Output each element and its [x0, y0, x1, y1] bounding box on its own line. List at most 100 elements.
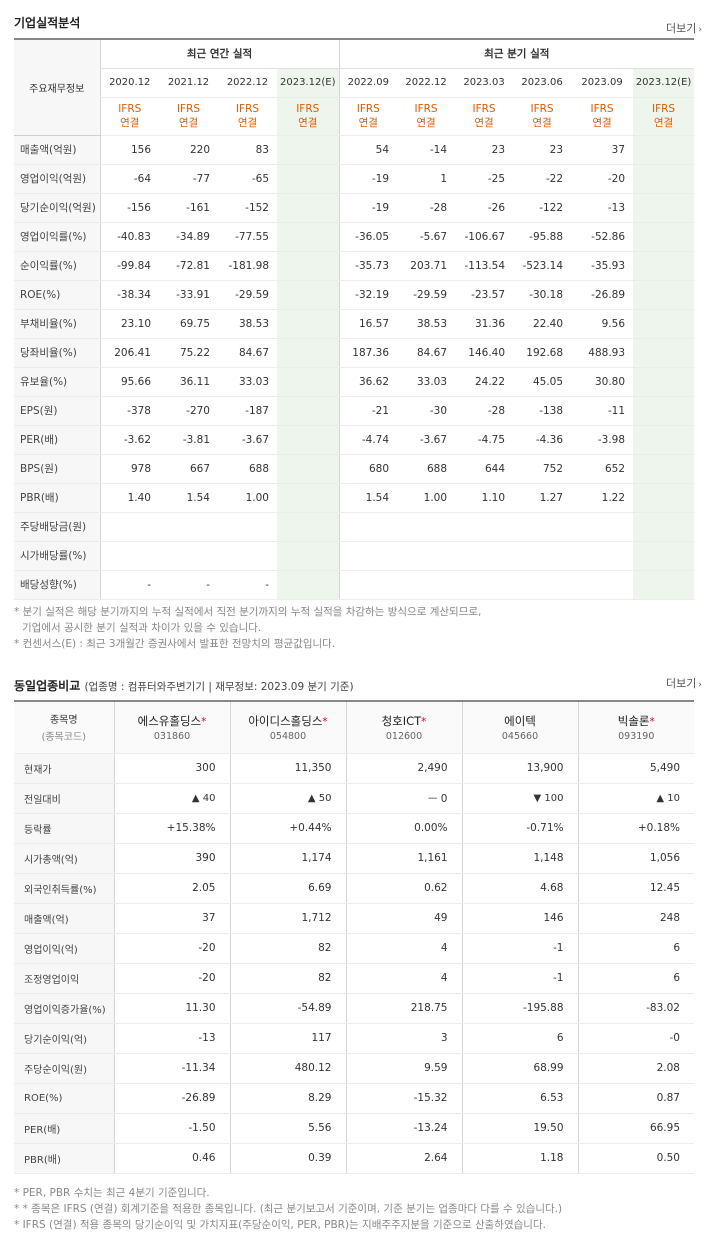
table-cell: 146: [461, 903, 578, 934]
table-cell: [455, 570, 514, 600]
table-cell: -4.36: [513, 425, 572, 455]
ifrs-label: IFRS: [118, 103, 142, 115]
table-row: 당기순이익(억) -13 117 3 6 -0: [14, 1023, 694, 1054]
more-link-performance[interactable]: 더보기 ›: [666, 20, 702, 36]
period-header: 2023.12(E): [633, 68, 695, 98]
table-cell: -195.88: [461, 993, 578, 1024]
company-header[interactable]: 에이텍 045660: [461, 701, 578, 754]
table-cell: 4.68: [461, 873, 578, 904]
table-cell: 13,900: [461, 753, 578, 784]
company-header[interactable]: 빅솔론* 093190: [577, 701, 694, 754]
table-cell: [633, 193, 695, 223]
ifrs-label: IFRS: [472, 103, 496, 115]
table-row: 부채비율(%) 23.10 69.75 38.53 16.57 38.53 31.36 22.…: [14, 308, 695, 339]
table-cell: 2.64: [345, 1143, 462, 1174]
table-cell: [99, 511, 159, 542]
ifrs-star-marker: *: [649, 715, 655, 728]
table-row: 당기순이익(억원) -156 -161 -152 -19 -28 -26 -122 -13: [14, 193, 695, 223]
table-cell: 688: [218, 454, 277, 484]
table-row: ROE(%) -38.34 -33.91 -29.59 -32.19 -29.59 -23.…: [14, 280, 695, 310]
row-label: ROE(%): [14, 1083, 114, 1114]
table-cell: -52.86: [571, 221, 634, 252]
table-cell: 187.36: [338, 338, 398, 368]
table-cell: -113.54: [455, 251, 514, 281]
table-cell: 23: [455, 135, 514, 165]
table-cell: [633, 511, 695, 542]
table-cell: 192.68: [513, 338, 572, 368]
table-cell: -65: [218, 164, 277, 194]
table-cell: -36.05: [338, 221, 398, 252]
table-cell: 4: [345, 963, 462, 994]
table-cell: ㅡ 0: [345, 783, 462, 814]
peer-title: 동일업종비교: [14, 679, 81, 693]
table-row: 배당성향(%) - - -: [14, 570, 695, 600]
table-cell: 33.03: [218, 367, 277, 397]
table-cell: 54: [338, 135, 398, 165]
period-header: 2022.12: [218, 68, 277, 98]
table-cell: -0.71%: [461, 813, 578, 844]
table-cell: 84.67: [397, 338, 456, 368]
table-cell: -5.67: [397, 221, 456, 252]
row-label: PER(배): [14, 1113, 114, 1144]
consolidated-label: 연결: [532, 117, 552, 129]
table-cell: -64: [99, 164, 159, 194]
table-cell: [277, 454, 340, 484]
table-cell: -23.57: [455, 280, 514, 310]
chevron-right-icon: ›: [698, 680, 702, 690]
company-header[interactable]: 에스유홀딩스* 031860: [113, 701, 230, 754]
company-name[interactable]: 아이디스홀딩스: [248, 713, 323, 728]
table-cell: 0.46: [113, 1143, 230, 1174]
table-cell: [277, 483, 340, 513]
table-cell: 1,712: [229, 903, 346, 934]
performance-notes: * 분기 실적은 해당 분기까지의 누적 실적에서 직전 분기까지의 누적 실적…: [14, 604, 481, 652]
table-cell: 36.62: [338, 367, 398, 397]
table-cell: -0: [577, 1023, 694, 1054]
row-label: 조정영업이익: [14, 963, 114, 994]
company-header[interactable]: 청호ICT* 012600: [345, 701, 462, 754]
company-code: 012600: [385, 730, 423, 742]
peer-subtitle: (업종명 : 컴퓨터와주변기기 | 재무정보: 2023.09 분기 기준): [84, 681, 354, 693]
company-header[interactable]: 아이디스홀딩스* 054800: [229, 701, 346, 754]
table-cell: -20: [571, 164, 634, 194]
row-label: 전일대비: [14, 783, 114, 814]
table-row: 전일대비 ▲ 40 ▲ 50 ㅡ 0 ▼ 100 ▲ 10: [14, 783, 694, 814]
table-cell: 95.66: [99, 367, 159, 397]
table-cell: [633, 570, 695, 600]
company-name[interactable]: 에스유홀딩스: [137, 713, 202, 728]
table-cell: [633, 541, 695, 571]
table-row: 조정영업이익 -20 82 4 -1 6: [14, 963, 694, 994]
table-cell: -34.89: [159, 221, 218, 252]
table-cell: -20: [113, 963, 230, 994]
period-header: 2023.12(E): [277, 68, 340, 98]
table-cell: 220: [159, 135, 218, 165]
table-cell: -29.59: [397, 280, 456, 310]
table-cell: 4: [345, 933, 462, 964]
table-cell: [633, 164, 695, 194]
table-cell: -: [99, 570, 159, 600]
table-cell: 248: [577, 903, 694, 934]
table-cell: [159, 511, 218, 542]
ifrs-badge: IFRS 연결: [99, 97, 159, 136]
table-cell: 6.53: [461, 1083, 578, 1114]
company-name[interactable]: 청호ICT: [381, 713, 422, 728]
table-cell: 8.29: [229, 1083, 346, 1114]
ifrs-badge: IFRS 연결: [277, 97, 340, 136]
table-cell: 68.99: [461, 1053, 578, 1084]
table-cell: 488.93: [571, 338, 634, 368]
consolidated-label: 연결: [416, 117, 436, 129]
company-name[interactable]: 에이텍: [504, 713, 536, 728]
more-link-peer[interactable]: 더보기 ›: [666, 675, 702, 691]
ifrs-badge: IFRS 연결: [571, 97, 634, 136]
table-cell: 6: [461, 1023, 578, 1054]
table-cell: 146.40: [455, 338, 514, 368]
company-name[interactable]: 빅솔론: [617, 713, 650, 728]
table-cell: [338, 511, 398, 542]
ifrs-badge: IFRS 연결: [455, 97, 514, 136]
table-cell: 218.75: [345, 993, 462, 1024]
table-cell: -152: [218, 193, 277, 223]
table-cell: -11: [571, 395, 634, 426]
table-cell: 24.22: [455, 367, 514, 397]
table-cell: 2.05: [113, 873, 230, 904]
table-cell: ▲ 40: [113, 783, 230, 814]
note-line: * PER, PBR 수치는 최근 4분기 기준입니다.: [14, 1187, 210, 1199]
